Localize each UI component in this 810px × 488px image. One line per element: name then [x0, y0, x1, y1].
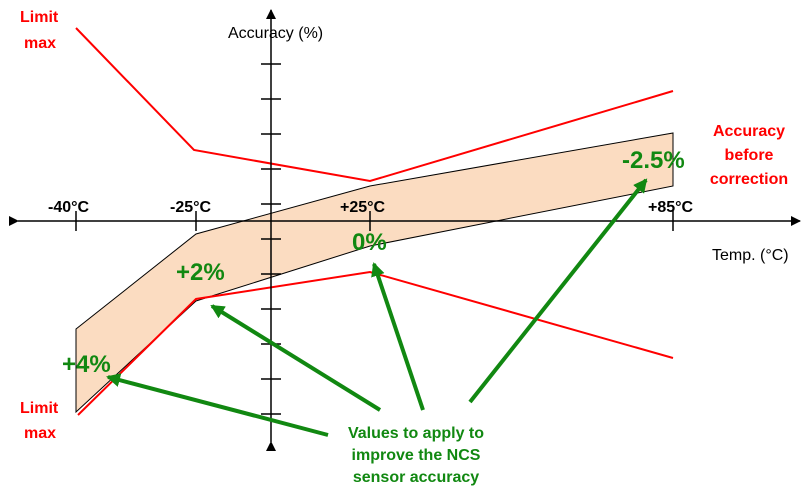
note-line1: Values to apply to: [348, 425, 484, 442]
limit-max-upper-line: [75, 27, 674, 183]
note-line2: improve the NCS: [352, 447, 481, 464]
note-line3: sensor accuracy: [353, 469, 479, 486]
arrow-to-plus85: [468, 178, 648, 404]
limit-max-lower-line: [77, 270, 674, 416]
correction-value-plus25: 0%: [352, 229, 387, 256]
correction-arrows: [106, 178, 648, 437]
limit-max-top-line2: max: [24, 35, 56, 52]
limit-max-bottom-line2: max: [24, 425, 56, 442]
correction-note: Values to apply to improve the NCS senso…: [348, 425, 484, 486]
x-tick-label: +25°C: [340, 199, 386, 216]
limit-max-top-line1: Limit: [20, 9, 59, 26]
accuracy-before-line2: before: [725, 147, 774, 164]
x-tick-label: -40°C: [48, 199, 90, 216]
limit-max-bottom-label: Limit max: [20, 400, 59, 442]
accuracy-before-line1: Accuracy: [713, 123, 785, 140]
correction-value-minus25: +2%: [176, 259, 225, 286]
correction-values: +4% +2% 0% -2.5%: [62, 147, 685, 378]
correction-value-plus85: -2.5%: [622, 147, 685, 174]
arrow-to-minus25: [210, 304, 382, 412]
limit-max-bottom-line1: Limit: [20, 400, 59, 417]
correction-value-minus40: +4%: [62, 351, 111, 378]
arrow-to-minus40: [106, 373, 329, 437]
x-tick-label: -25°C: [170, 199, 212, 216]
arrow-to-plus25: [371, 262, 425, 411]
limit-max-top-label: Limit max: [20, 9, 59, 52]
x-tick-label: +85°C: [648, 199, 694, 216]
y-axis-title: Accuracy (%): [228, 25, 323, 42]
accuracy-before-correction-label: Accuracy before correction: [710, 123, 788, 188]
x-axis-ticks: [75, 211, 674, 231]
x-axis-title: Temp. (°C): [712, 247, 789, 264]
accuracy-before-line3: correction: [710, 171, 788, 188]
